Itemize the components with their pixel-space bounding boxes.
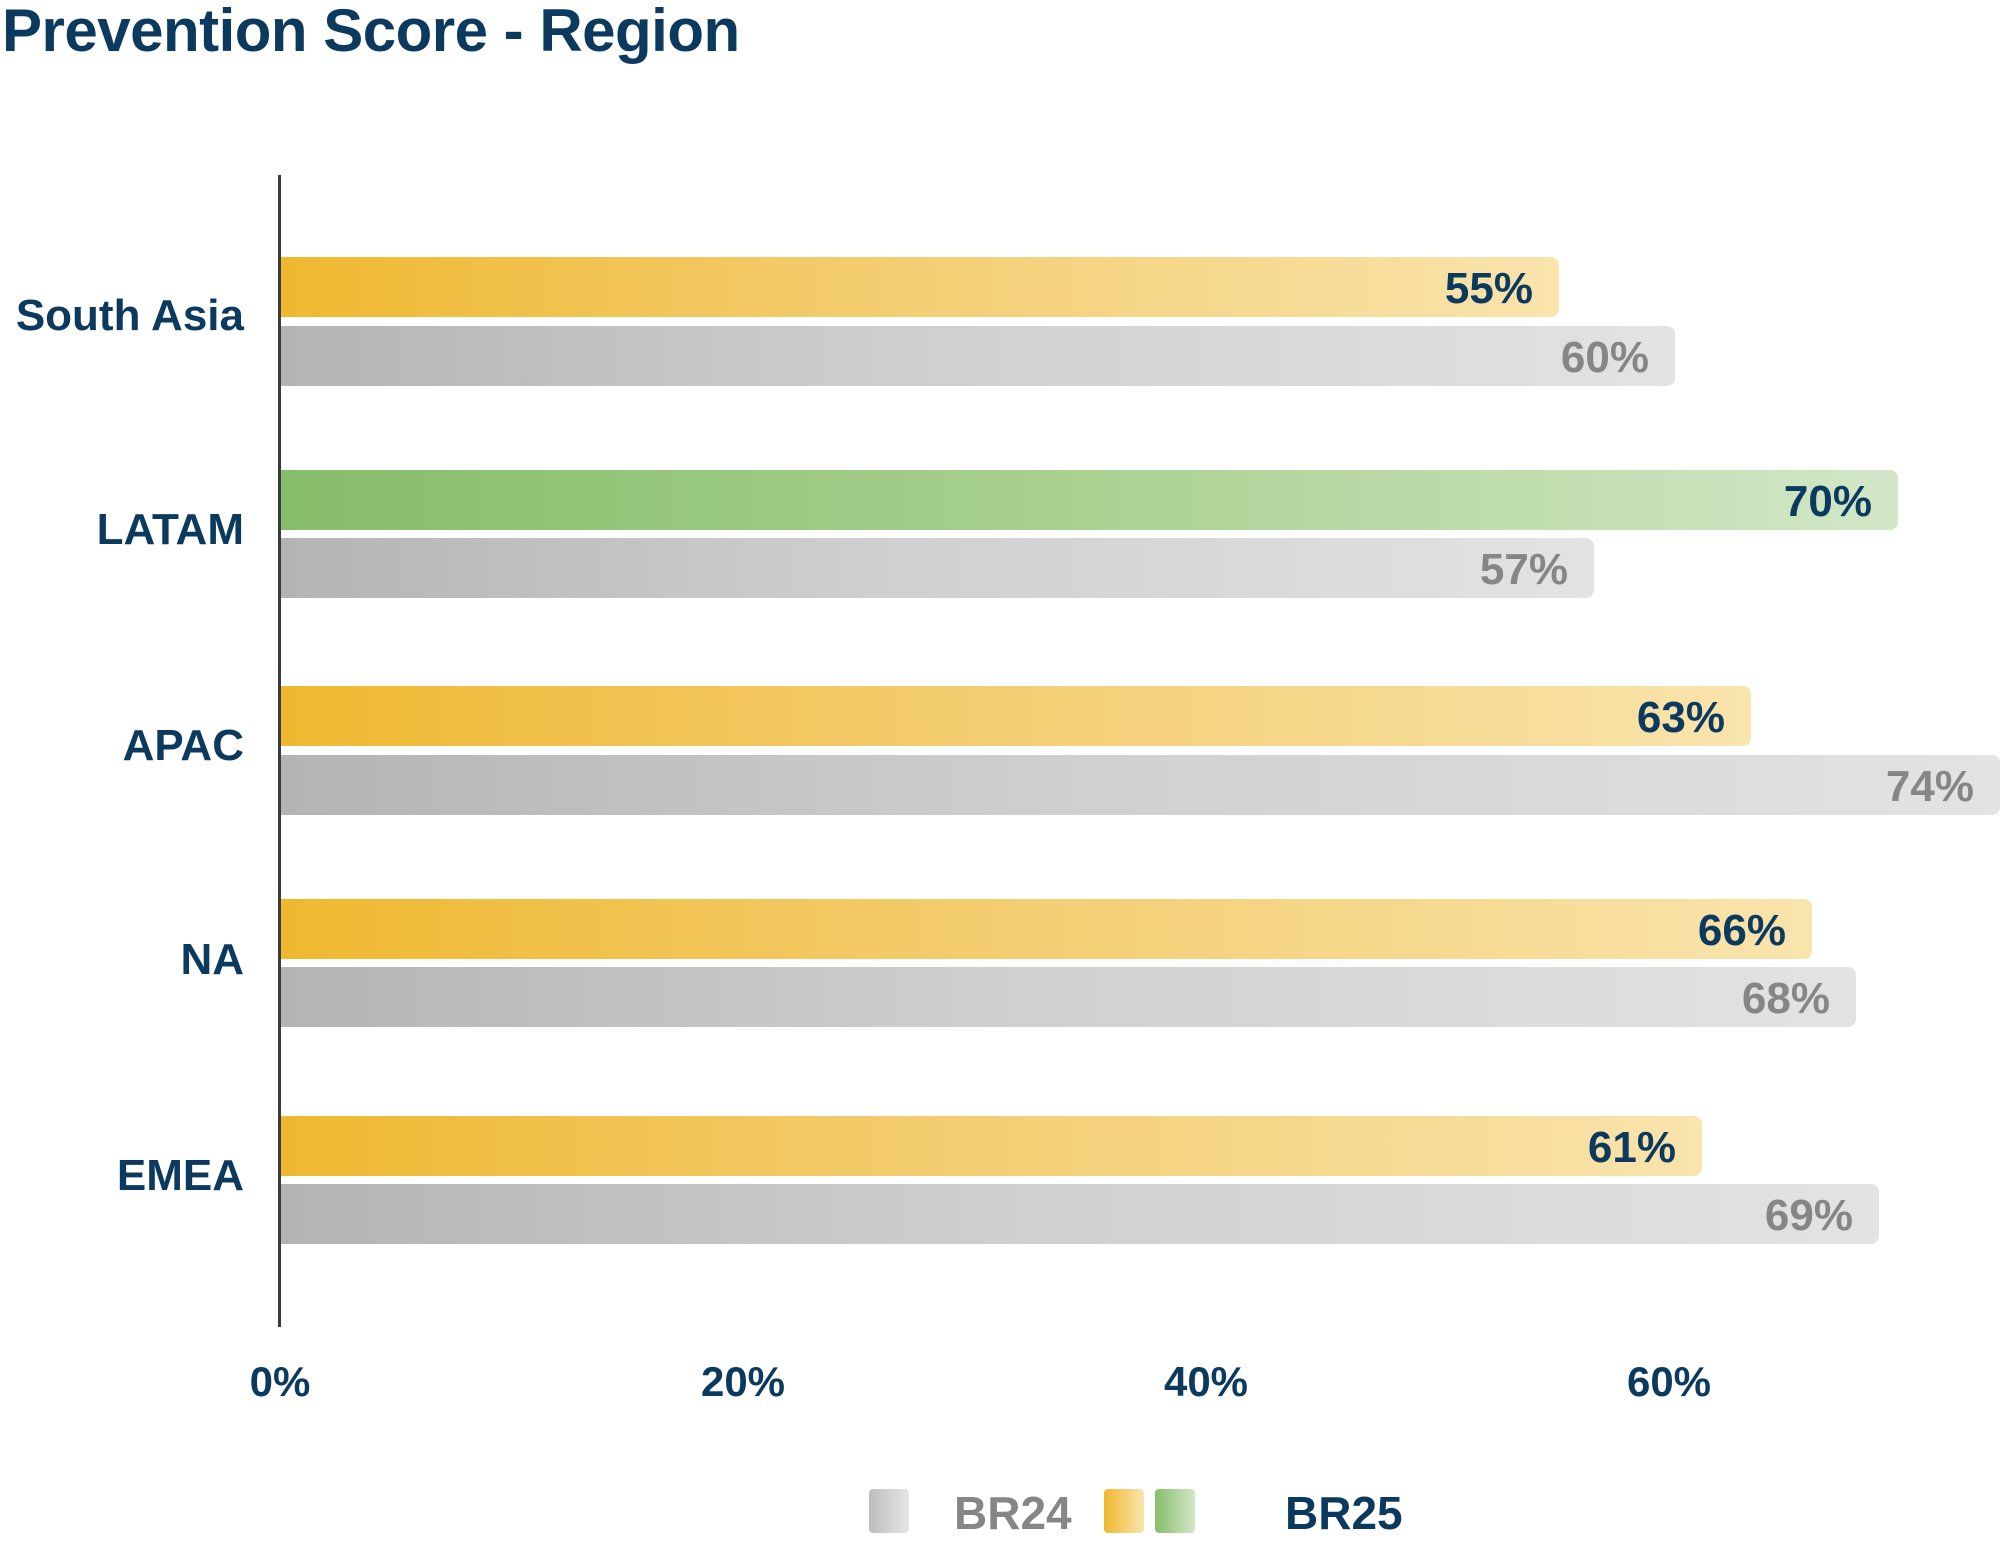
bar-value-label: 69% xyxy=(1764,1191,1853,1240)
bar-value-label: 55% xyxy=(1444,264,1533,313)
x-tick-0: 0% xyxy=(249,1358,311,1405)
x-tick-60: 60% xyxy=(1626,1358,1712,1405)
y-axis-line xyxy=(278,175,281,1327)
category-label-apac: APAC xyxy=(122,721,244,770)
bar-br24-na: 68% xyxy=(281,967,1856,1027)
bar-br25-latam: 70% xyxy=(281,470,1898,530)
legend-label-br24: BR24 xyxy=(954,1487,1072,1539)
bar-value-label: 66% xyxy=(1697,906,1786,955)
x-tick-20: 20% xyxy=(700,1358,786,1405)
x-tick-40: 40% xyxy=(1163,1358,1249,1405)
legend-swatch-br24 xyxy=(869,1489,909,1533)
bar-value-label: 60% xyxy=(1560,333,1649,382)
bar-br25-south-asia: 55% xyxy=(281,257,1559,317)
legend-swatch-br25-green xyxy=(1155,1489,1195,1533)
bar-value-label: 63% xyxy=(1636,693,1725,742)
chart-title: Prevention Score - Region xyxy=(2,0,740,64)
bar-br25-emea: 61% xyxy=(281,1116,1702,1176)
bar-br24-latam: 57% xyxy=(281,538,1594,598)
bar-br24-emea: 69% xyxy=(281,1184,1879,1244)
bar-value-label: 61% xyxy=(1587,1123,1676,1172)
legend-swatch-br25-yellow xyxy=(1104,1489,1144,1533)
category-label-na: NA xyxy=(180,935,244,984)
bar-br24-apac: 74% xyxy=(281,755,2000,815)
bar-value-label: 57% xyxy=(1479,545,1568,594)
category-label-latam: LATAM xyxy=(96,505,244,554)
bar-value-label: 68% xyxy=(1741,974,1830,1023)
bar-value-label: 70% xyxy=(1783,477,1872,526)
bar-br24-south-asia: 60% xyxy=(281,326,1675,386)
bar-br25-apac: 63% xyxy=(281,686,1751,746)
category-label-south-asia: South Asia xyxy=(15,291,244,340)
bar-br25-na: 66% xyxy=(281,899,1812,959)
category-label-emea: EMEA xyxy=(116,1151,244,1200)
legend-label-br25: BR25 xyxy=(1285,1487,1403,1539)
bar-value-label: 74% xyxy=(1885,762,1974,811)
